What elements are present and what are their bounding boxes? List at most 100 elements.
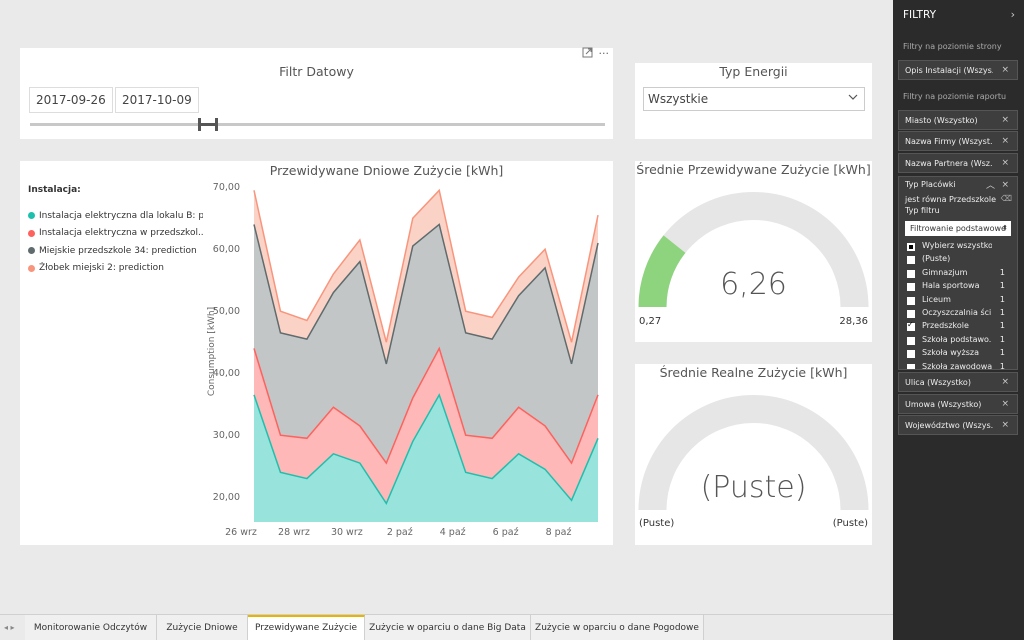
legend-item[interactable]: Miejskie przedszkole 34: prediction xyxy=(28,242,203,260)
tab-monitorowanie-odczytow[interactable]: Monitorowanie Odczytów xyxy=(25,615,157,640)
gauge-track xyxy=(638,191,869,307)
report-filters-heading: Filtry na poziomie raportu xyxy=(903,92,1007,101)
tab-scroll-arrows[interactable]: ◂ ▸ xyxy=(4,623,15,632)
date-slider-handle[interactable] xyxy=(198,118,218,131)
clear-filter-icon[interactable]: × xyxy=(1001,377,1009,387)
gauge-track xyxy=(638,394,869,510)
chevron-right-icon[interactable]: › xyxy=(1010,8,1015,21)
filter-option-label: Szkoła wyższa xyxy=(922,348,979,358)
filter-card-label: Województwo (Wszys... xyxy=(905,421,993,430)
filter-option[interactable]: Hala sportowa 1 xyxy=(907,281,1015,294)
legend-item[interactable]: Instalacja elektryczna w przedszkol... xyxy=(28,225,203,243)
filter-option-count: 1 xyxy=(999,281,1005,291)
x-tick-label: 6 paź xyxy=(493,527,519,538)
visual-header: ··· xyxy=(582,47,610,61)
checkbox[interactable] xyxy=(907,269,915,278)
filter-card-nazwa-partnera[interactable]: Nazwa Partnera (Wsz... × xyxy=(898,153,1018,173)
area-series-line[interactable] xyxy=(253,223,599,365)
filter-option-count: 1 xyxy=(999,308,1005,317)
area-series-line[interactable] xyxy=(253,346,599,465)
filter-card-ulica[interactable]: Ulica (Wszystko) × xyxy=(898,372,1018,392)
checkbox[interactable] xyxy=(907,310,915,318)
energy-type-value: Wszystkie xyxy=(648,92,709,106)
more-options-icon[interactable]: ··· xyxy=(598,47,610,60)
focus-mode-icon[interactable] xyxy=(582,47,593,61)
filter-option[interactable]: (Puste) xyxy=(907,254,1015,267)
chevron-down-icon xyxy=(848,94,858,100)
area-series-line[interactable] xyxy=(253,188,599,343)
filter-option[interactable]: Oczyszczalnia ści... 1 xyxy=(907,308,1015,321)
area-series-line[interactable] xyxy=(253,393,599,505)
gauge-real-value: (Puste) xyxy=(700,470,807,505)
legend-marker xyxy=(28,247,35,255)
y-tick-label: 60,00 xyxy=(213,244,240,255)
gauge-predicted-title: Średnie Przewidywane Zużycie [kWh] xyxy=(636,162,871,177)
checkbox[interactable] xyxy=(907,296,915,305)
chart-legend: Instalacja: Instalacja elektryczna dla l… xyxy=(28,185,203,277)
gauge-fill xyxy=(638,235,686,307)
checkbox[interactable] xyxy=(907,320,915,332)
legend-item[interactable]: Żłobek miejski 2: prediction xyxy=(28,260,203,278)
filter-option-count: 1 xyxy=(999,361,1005,370)
tab-big-data[interactable]: Zużycie w oparciu o dane Big Data xyxy=(365,615,531,640)
filter-option-label: Szkoła podstawo... xyxy=(922,334,992,344)
clear-filter-icon[interactable]: × xyxy=(1001,115,1009,125)
type-filter-condition: jest równa Przedszkole xyxy=(905,195,996,204)
energy-type-dropdown[interactable]: Wszystkie xyxy=(643,87,865,111)
eraser-icon[interactable]: ⌫ xyxy=(1000,194,1012,203)
filter-type-dropdown[interactable]: Filtrowanie podstawowe ⬍ xyxy=(905,221,1011,236)
filter-option[interactable]: Przedszkole 1 xyxy=(907,320,1015,334)
y-tick-label: 30,00 xyxy=(213,430,240,441)
filter-option-label: Szkoła zawodowa xyxy=(922,361,992,370)
filter-option[interactable]: Szkoła podstawo... 1 xyxy=(907,335,1015,348)
clear-filter-icon[interactable]: × xyxy=(1001,65,1009,75)
gauge-real-min: (Puste) xyxy=(639,518,675,529)
filter-card-miasto[interactable]: Miasto (Wszystko) × xyxy=(898,110,1018,130)
checkbox[interactable] xyxy=(907,283,915,292)
legend-item[interactable]: Instalacja elektryczna dla lokalu B: p..… xyxy=(28,207,203,225)
filter-option-count: 1 xyxy=(999,348,1005,358)
area-series-fill[interactable] xyxy=(254,394,598,522)
clear-filter-icon[interactable]: × xyxy=(1001,180,1009,190)
filter-option-label: Liceum xyxy=(922,294,951,304)
tab-dane-pogodowe[interactable]: Zużycie w oparciu o dane Pogodowe xyxy=(531,615,704,640)
filter-option[interactable]: Szkoła zawodowa 1 xyxy=(907,361,1015,370)
chevron-up-icon[interactable]: ︿ xyxy=(985,181,995,191)
page-filters-heading: Filtry na poziomie strony xyxy=(903,42,1002,51)
clear-filter-icon[interactable]: × xyxy=(1001,399,1009,409)
legend-title: Instalacja: xyxy=(28,185,81,195)
clear-filter-icon[interactable]: × xyxy=(1001,158,1009,168)
tab-przewidywane-zuzycie[interactable]: Przewidywane Zużycie xyxy=(248,615,365,640)
filter-option-label: Gimnazjum xyxy=(922,267,968,277)
filter-card-wojewodztwo[interactable]: Województwo (Wszys... × xyxy=(898,415,1018,435)
area-chart-card: Przewidywane Dniowe Zużycie [kWh] Instal… xyxy=(20,161,613,545)
gauge-real-title: Średnie Realne Zużycie [kWh] xyxy=(659,365,848,380)
checkbox[interactable] xyxy=(907,336,915,345)
end-date-input[interactable]: 2017-10-09 xyxy=(115,87,199,113)
filter-type-value: Filtrowanie podstawowe xyxy=(910,224,1006,233)
y-axis-label: Consumption [kWh] xyxy=(207,307,217,396)
filter-option-count: 1 xyxy=(999,267,1005,277)
checkbox[interactable] xyxy=(907,243,915,251)
filter-option[interactable]: Szkoła wyższa 1 xyxy=(907,348,1015,361)
clear-filter-icon[interactable]: × xyxy=(1001,136,1009,146)
checkbox[interactable] xyxy=(907,256,915,265)
filter-card-umowa[interactable]: Umowa (Wszystko) × xyxy=(898,394,1018,414)
x-tick-label: 30 wrz xyxy=(331,527,363,538)
filter-card-typ-placowki: Typ Placówki ︿ × jest równa Przedszkole … xyxy=(898,176,1018,370)
filter-option[interactable]: Wybierz wszystko xyxy=(907,241,1015,254)
tab-zuzycie-dniowe[interactable]: Zużycie Dniowe xyxy=(157,615,248,640)
filter-card-opis-instalacji[interactable]: Opis Instalacji (Wszys... × xyxy=(898,60,1018,80)
y-tick-label: 70,00 xyxy=(213,182,240,193)
filter-option[interactable]: Liceum 1 xyxy=(907,295,1015,308)
legend-marker xyxy=(28,212,35,220)
filter-option-label: Hala sportowa xyxy=(922,281,980,291)
checkbox[interactable] xyxy=(907,363,915,369)
filters-pane-title: FILTRY xyxy=(903,9,936,21)
filter-card-nazwa-firmy[interactable]: Nazwa Firmy (Wszyst... × xyxy=(898,131,1018,151)
clear-filter-icon[interactable]: × xyxy=(1001,420,1009,430)
start-date-input[interactable]: 2017-09-26 xyxy=(29,87,113,113)
date-slider-track[interactable] xyxy=(30,123,605,126)
filter-option[interactable]: Gimnazjum 1 xyxy=(907,268,1015,281)
checkbox[interactable] xyxy=(907,350,915,359)
